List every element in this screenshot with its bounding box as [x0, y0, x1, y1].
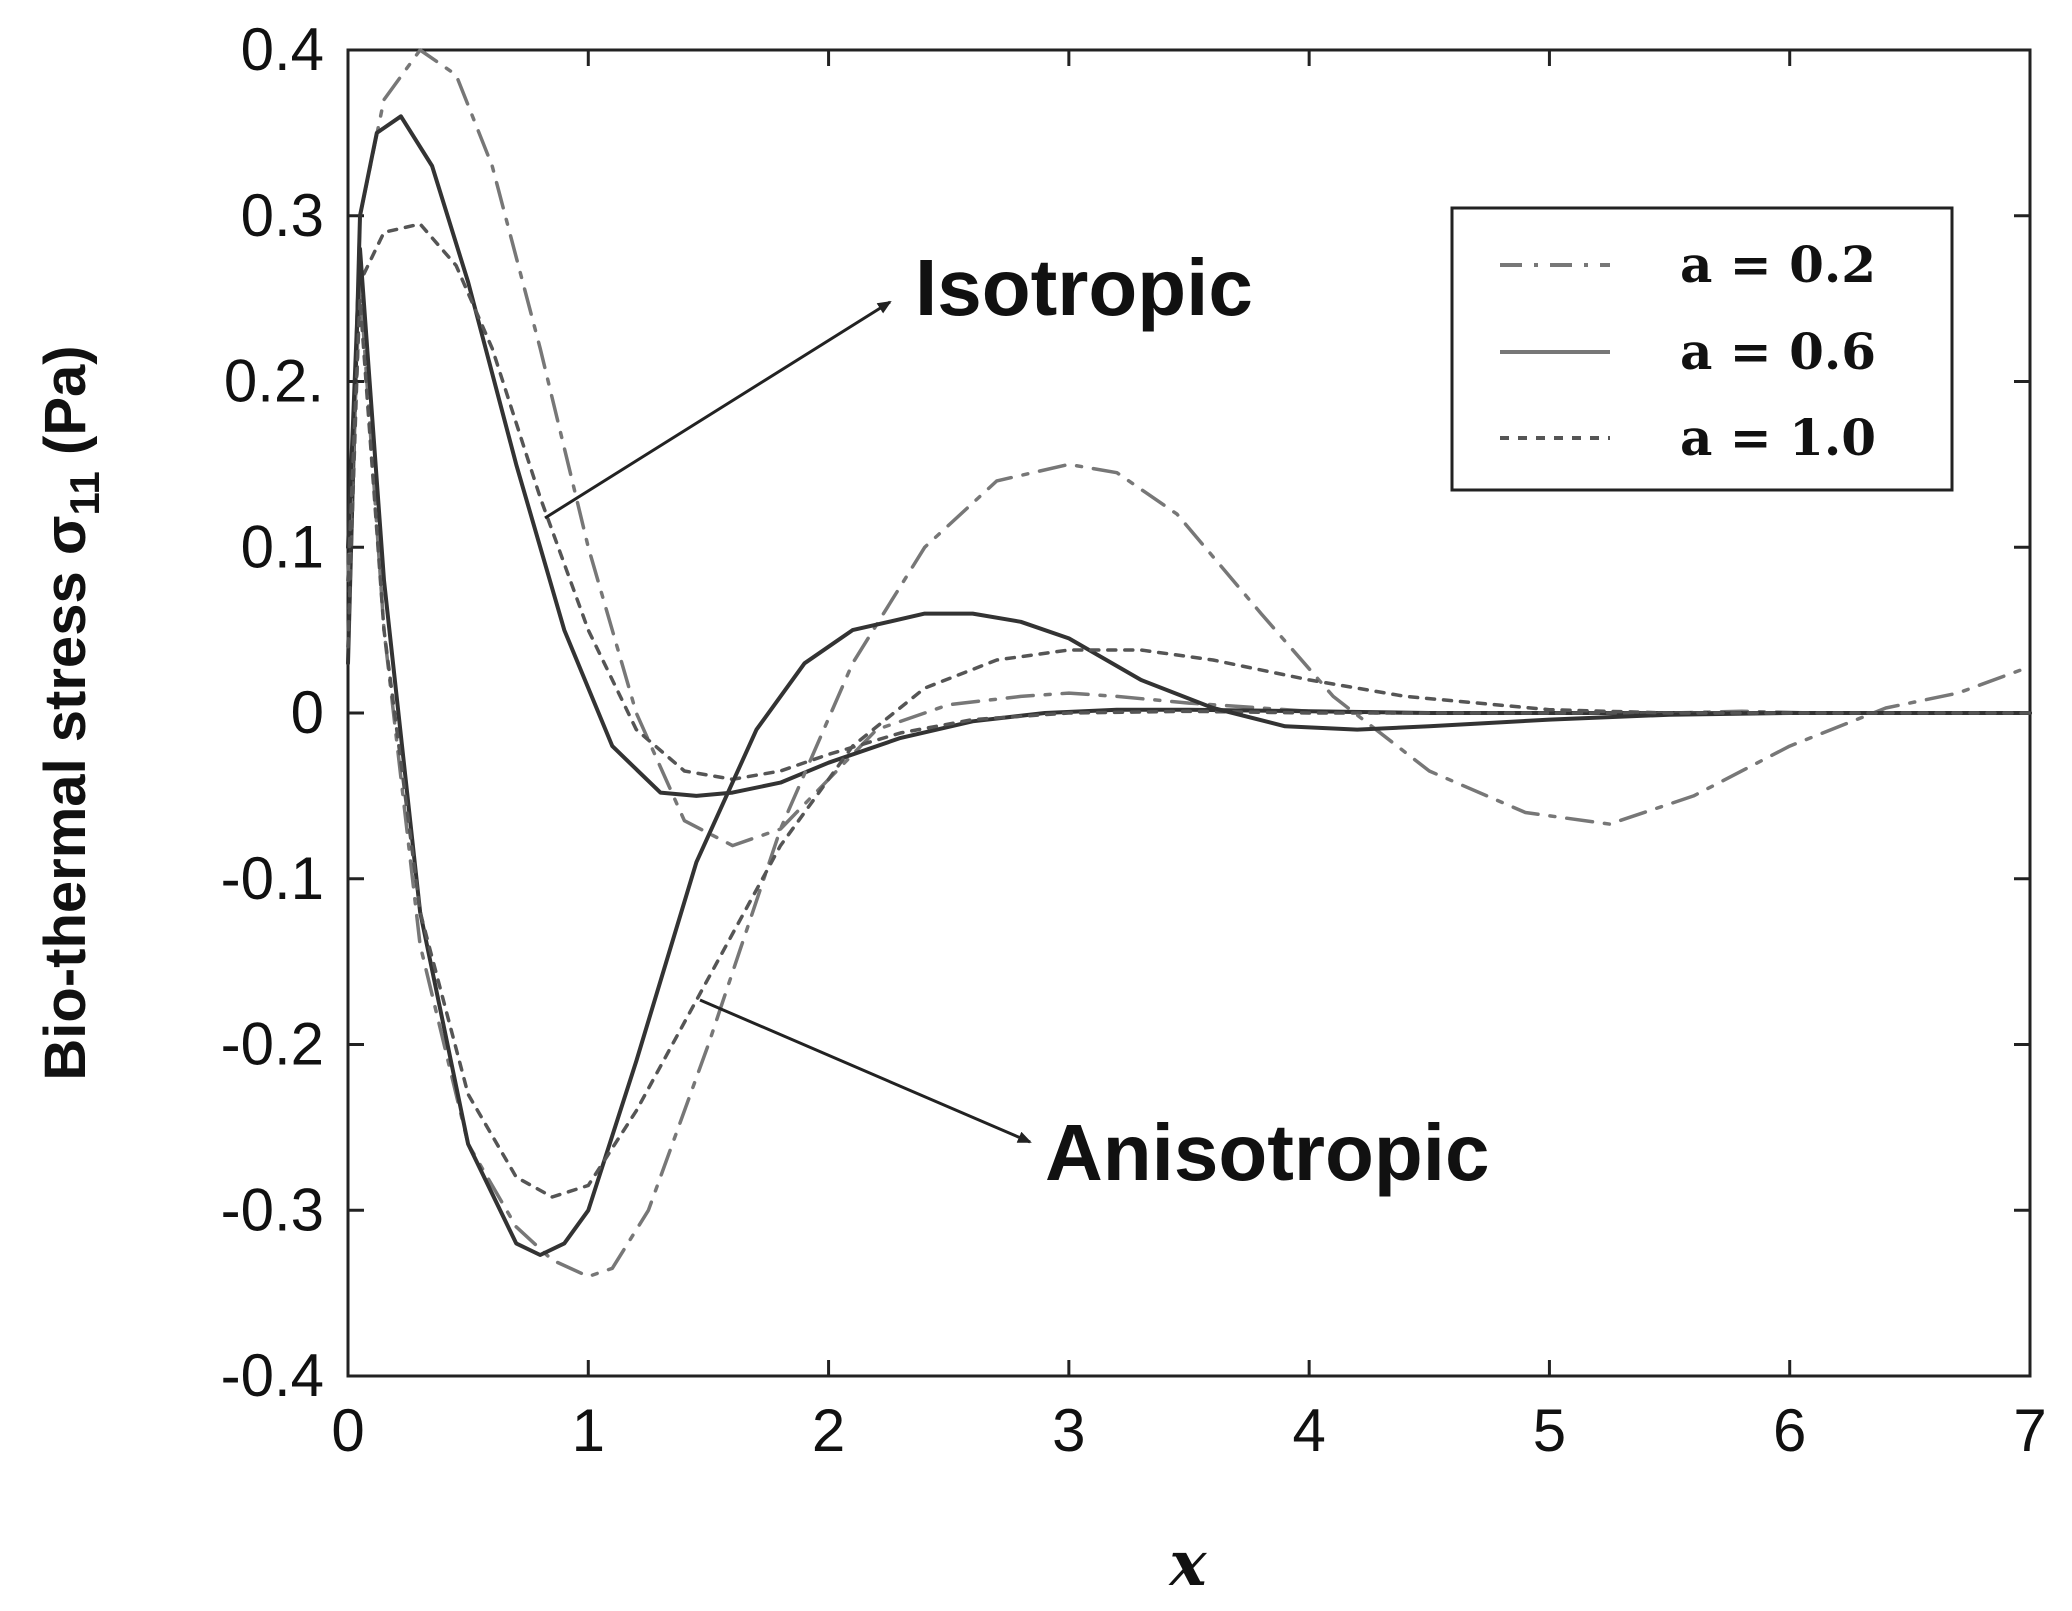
y-tick-label: 0.3 [241, 182, 324, 249]
legend: a = 0.2 a = 0.6 a = 1.0 [1450, 206, 1954, 492]
annotation-anisotropic-arrow [699, 998, 1032, 1144]
y-tick-label: 0.4 [241, 16, 324, 83]
series-line-anisotropic-06 [346, 246, 2032, 1257]
series-line-anisotropic-10 [346, 296, 2032, 1199]
y-axis-label-main: Bio-thermal stress σ [33, 516, 98, 1081]
series-line-anisotropic-02 [346, 280, 2032, 1279]
y-tick-label: 0 [291, 679, 324, 746]
series-lines [346, 48, 2032, 1279]
legend-box [1450, 206, 1954, 492]
x-tick-label: 3 [1052, 1397, 1085, 1464]
axis-ticks: 0 1 2 3 4 5 6 7 -0.4 -0.3 -0.2 -0.1 0 0.1 0.2. 0.3 0.4 [221, 16, 2047, 1464]
annotation-isotropic: Isotropic [915, 243, 1253, 332]
y-axis-label-unit: (Pa) [33, 345, 98, 471]
x-tick-label: 4 [1292, 1397, 1325, 1464]
annotation-isotropic-arrow [544, 300, 892, 520]
y-tick-label: 0.2. [224, 348, 324, 415]
legend-label-a06: a = 0.6 [1680, 322, 1876, 381]
x-tick-label: 1 [572, 1397, 605, 1464]
x-axis-label: x [1168, 1527, 1208, 1600]
y-axis-label: Bio-thermal stress σ11 (Pa) [33, 345, 108, 1080]
y-tick-label: -0.2 [221, 1011, 324, 1078]
y-tick-label: -0.4 [221, 1342, 324, 1409]
y-tick-label: -0.3 [221, 1176, 324, 1243]
x-tick-label: 5 [1533, 1397, 1566, 1464]
x-tick-label: 2 [812, 1397, 845, 1464]
x-tick-label: 0 [331, 1397, 364, 1464]
y-tick-label: 0.1 [241, 513, 324, 580]
y-tick-label: -0.1 [221, 845, 324, 912]
legend-label-a02: a = 0.2 [1680, 235, 1876, 294]
y-axis-label-subscript: 11 [61, 471, 108, 515]
x-tick-label: 7 [2013, 1397, 2046, 1464]
annotation-anisotropic: Anisotropic [1045, 1108, 1489, 1197]
legend-label-a10: a = 1.0 [1680, 408, 1876, 467]
x-tick-label: 6 [1773, 1397, 1806, 1464]
